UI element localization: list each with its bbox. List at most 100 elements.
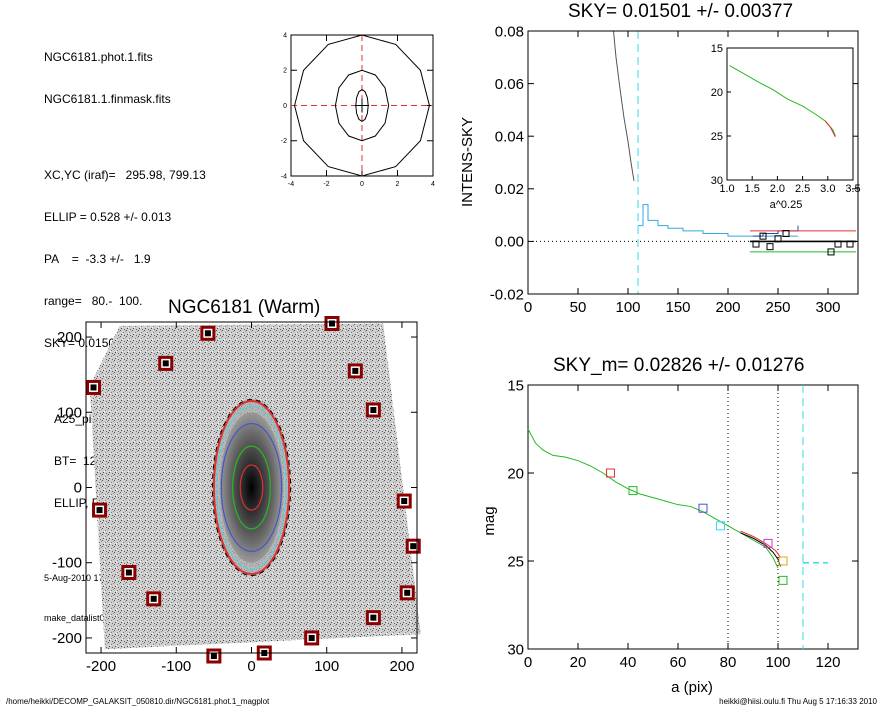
sky-plot-title: SKY= 0.01501 +/- 0.00377 bbox=[568, 1, 794, 22]
mag-series-line bbox=[740, 532, 781, 567]
mag-x-tick-label: 120 bbox=[815, 654, 840, 671]
inset-axes bbox=[726, 47, 854, 181]
footer-user: heikki@hiisi.oulu.fi Thu Aug 5 17:16:33 … bbox=[719, 697, 877, 706]
mag-y-tick-label: 25 bbox=[507, 553, 524, 570]
mag-marker bbox=[716, 521, 725, 531]
sky-marker bbox=[759, 232, 767, 240]
galaxy-y-tick-label: -200 bbox=[52, 630, 82, 647]
mag-x-tick-label: 60 bbox=[670, 654, 687, 671]
galaxy-isophote bbox=[239, 464, 264, 511]
sky-plot-area bbox=[528, 31, 858, 294]
mag-y-tick-label: 15 bbox=[507, 377, 524, 394]
galaxy-y-tick-label: 100 bbox=[57, 404, 82, 421]
sky-marker bbox=[774, 235, 782, 243]
mag-marker bbox=[628, 486, 638, 496]
file-name-1: NGC6181.phot.1.fits bbox=[44, 50, 153, 64]
galaxy-y-tick-label: -100 bbox=[52, 555, 82, 572]
mag-marker bbox=[698, 503, 708, 513]
mag-x-tick-label: 40 bbox=[620, 654, 637, 671]
contour-y-tick-label: 0 bbox=[283, 103, 287, 110]
mask-box-core bbox=[352, 367, 359, 374]
mask-box-core bbox=[96, 507, 103, 514]
sky-x-tick-label: 250 bbox=[765, 299, 790, 316]
ellipticity: ELLIP = 0.528 +/- 0.013 bbox=[44, 210, 172, 224]
mag-y-tick-label: 20 bbox=[507, 465, 524, 482]
mask-box-core bbox=[125, 569, 132, 576]
sky-marker bbox=[827, 248, 835, 256]
inset-series-line bbox=[824, 120, 836, 138]
sky-y-tick-label: 0.08 bbox=[495, 23, 524, 40]
sky-marker bbox=[766, 243, 774, 251]
inset-x-tick-label: 2.0 bbox=[770, 183, 785, 195]
mag-x-tick-label: 20 bbox=[570, 654, 587, 671]
mag-series-line bbox=[740, 530, 781, 558]
inset-y-tick-label: 25 bbox=[711, 131, 723, 143]
galaxy-isophote bbox=[212, 399, 291, 576]
galaxy-x-tick-label: 100 bbox=[314, 658, 339, 675]
sky-ylabel: INTENS-SKY bbox=[459, 117, 476, 207]
sky-x-tick-label: 50 bbox=[570, 299, 587, 316]
contour-x-tick-label: 0 bbox=[360, 181, 364, 188]
mask-box-core bbox=[150, 595, 157, 602]
inset-x-tick-label: 1.0 bbox=[719, 183, 734, 195]
sky-y-tick-label: 0.00 bbox=[495, 234, 524, 251]
contour-y-tick-label: 2 bbox=[283, 68, 287, 75]
inset-y-tick-label: 15 bbox=[711, 43, 723, 55]
mag-marker bbox=[778, 575, 788, 585]
sky-marker bbox=[752, 240, 760, 248]
galaxy-image-title: NGC6181 (Warm) bbox=[168, 297, 321, 318]
contour-x-tick-label: -4 bbox=[288, 181, 294, 188]
contour-y-tick-label: -2 bbox=[281, 138, 287, 145]
inset-y-tick-label: 20 bbox=[711, 87, 723, 99]
mask-box-core bbox=[410, 543, 417, 550]
mag-plot-title: SKY_m= 0.02826 +/- 0.01276 bbox=[553, 355, 805, 376]
fit-range: range= 80.- 100. bbox=[44, 294, 143, 308]
mag-marker bbox=[606, 468, 615, 478]
sky-x-tick-label: 300 bbox=[815, 299, 840, 316]
mask-box-core bbox=[162, 360, 169, 367]
mask-box-core bbox=[370, 614, 377, 621]
mask-box-core bbox=[328, 320, 335, 327]
mask-box-core bbox=[404, 589, 411, 596]
galaxy-x-tick-label: -200 bbox=[86, 658, 116, 675]
sky-x-tick-label: 200 bbox=[715, 299, 740, 316]
inset-x-tick-label: 3.0 bbox=[820, 183, 835, 195]
mag-marker bbox=[763, 538, 773, 548]
sky-y-tick-label: 0.06 bbox=[495, 76, 524, 93]
galaxy-disk bbox=[219, 412, 284, 563]
mag-axes bbox=[527, 384, 859, 650]
inset-x-tick-label: 3.5 bbox=[845, 183, 860, 195]
inset-x-tick-label: 2.5 bbox=[795, 183, 810, 195]
mag-ylabel: mag bbox=[481, 506, 498, 535]
sky-x-tick-label: 0 bbox=[524, 299, 532, 316]
galaxy-y-tick-label: 0 bbox=[74, 480, 82, 497]
galaxy-x-tick-label: 200 bbox=[389, 658, 414, 675]
mag-x-tick-label: 0 bbox=[524, 654, 532, 671]
mag-xlabel: a (pix) bbox=[671, 679, 713, 696]
file-name-2: NGC6181.1.finmask.fits bbox=[44, 92, 171, 106]
contour-x-tick-label: 2 bbox=[396, 181, 400, 188]
contour-line bbox=[294, 34, 430, 177]
sky-marker bbox=[834, 240, 842, 248]
center-coordinates: XC,YC (iraf)= 295.98, 799.13 bbox=[44, 168, 206, 182]
sky-marker bbox=[846, 240, 854, 248]
footer-path: /home/heikki/DECOMP_GALAKSIT_050810.dir/… bbox=[6, 697, 270, 706]
sky-series-line bbox=[612, 31, 635, 181]
sky-y-tick-label: 0.02 bbox=[495, 181, 524, 198]
galaxy-y-tick-label: 200 bbox=[57, 329, 82, 346]
galaxy-outer-isophote bbox=[211, 398, 292, 577]
sky-y-tick-label: 0.04 bbox=[495, 128, 524, 145]
sky-x-tick-label: 150 bbox=[665, 299, 690, 316]
mask-box-core bbox=[370, 407, 377, 414]
sky-y-tick-label: -0.02 bbox=[490, 286, 524, 303]
mask-box-core bbox=[308, 634, 315, 641]
contour-y-tick-label: 4 bbox=[283, 32, 287, 39]
contour-x-tick-label: -2 bbox=[323, 181, 329, 188]
galaxy-isophote bbox=[232, 445, 271, 530]
mask-box-core bbox=[210, 653, 217, 660]
galaxy-x-tick-label: 0 bbox=[247, 658, 255, 675]
contour-y-tick-label: -4 bbox=[281, 173, 287, 180]
inset-xlabel: a^0.25 bbox=[770, 199, 803, 211]
position-angle: PA = -3.3 +/- 1.9 bbox=[44, 252, 151, 266]
